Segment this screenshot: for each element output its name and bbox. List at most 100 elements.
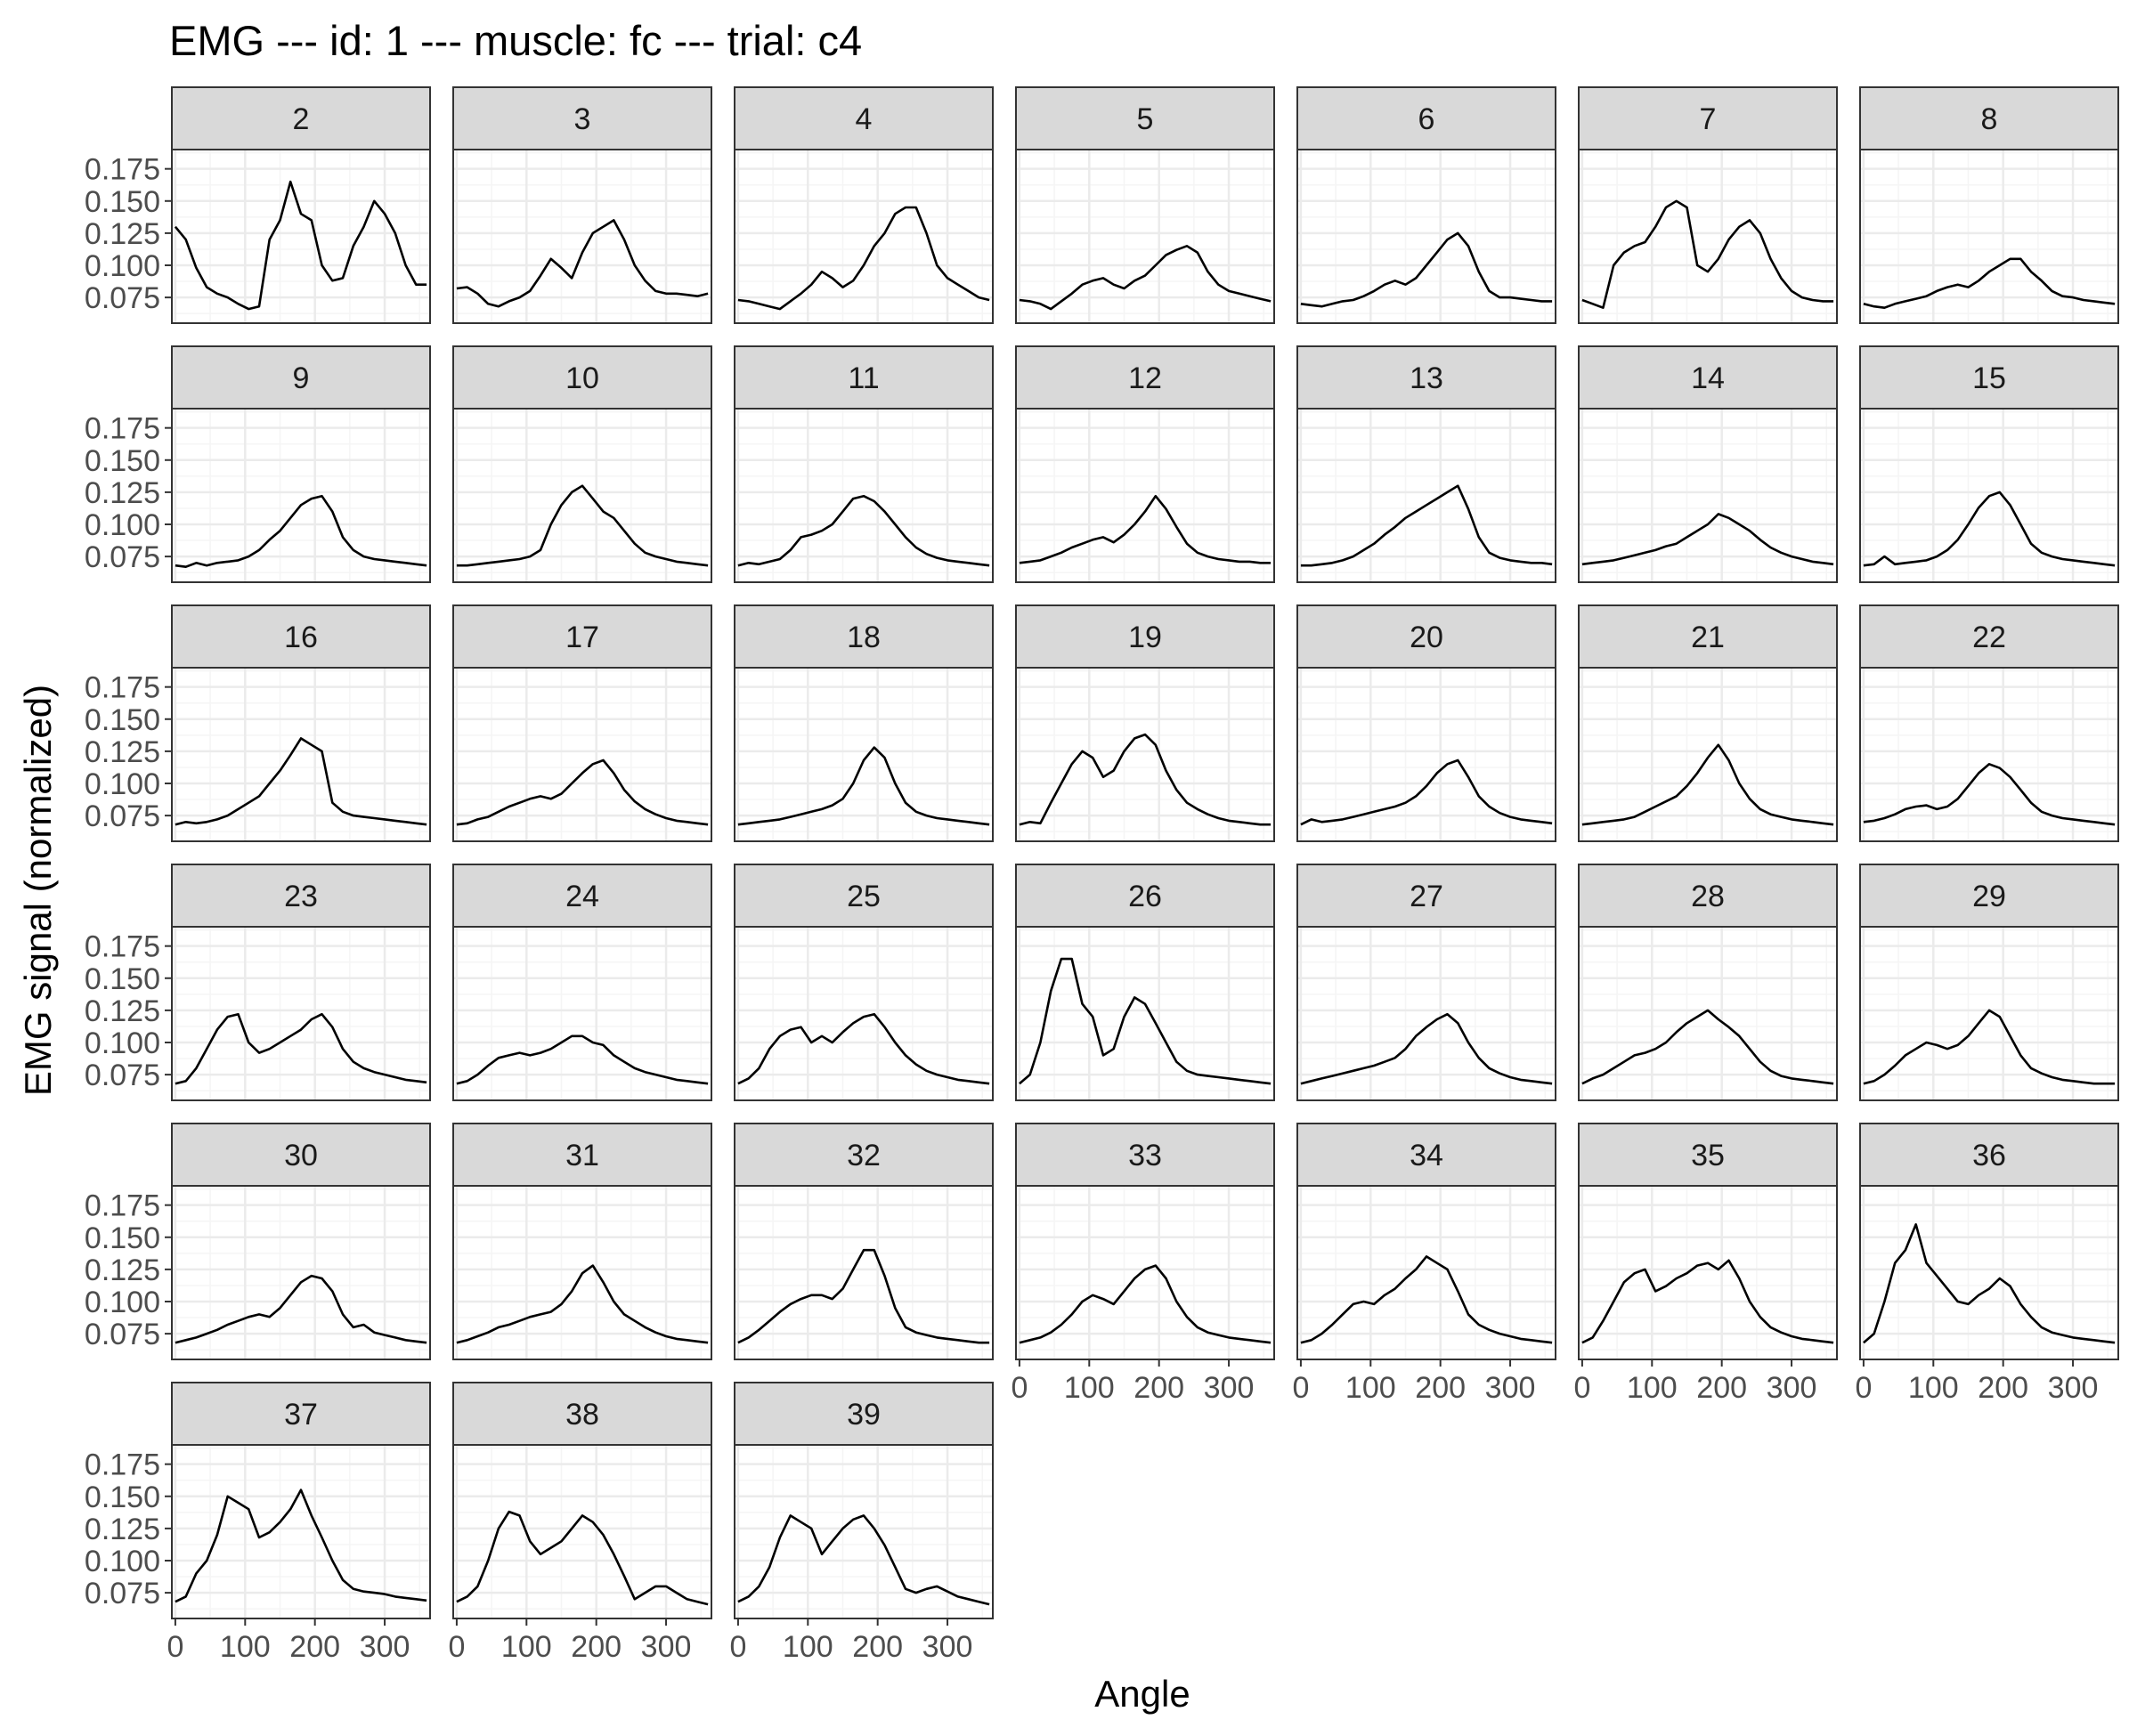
facet-strip — [1578, 864, 1838, 928]
facet-strip-label: 14 — [1691, 361, 1725, 395]
facet-panel-3: 3 — [452, 86, 712, 324]
facet-strip-label: 23 — [284, 880, 318, 913]
series-line-15 — [1863, 491, 2116, 567]
facet-strip — [452, 1382, 712, 1446]
x-tick-label: 300 — [1204, 1371, 1255, 1405]
facet-strip — [171, 345, 431, 410]
x-tick-label: 200 — [571, 1630, 622, 1664]
facet-strip — [1578, 604, 1838, 669]
facet-strip-label: 35 — [1691, 1139, 1725, 1172]
series-line-30 — [175, 1274, 427, 1344]
x-tick-label: 200 — [1696, 1371, 1747, 1405]
facet-strip — [1859, 1123, 2119, 1187]
facet-strip — [1015, 1123, 1275, 1187]
facet-panel-24: 24 — [452, 864, 712, 1101]
facet-strip — [734, 345, 994, 410]
facet-panel-13: 13 — [1296, 345, 1556, 583]
series-line-11 — [737, 494, 990, 567]
x-tick-label: 300 — [1767, 1371, 1817, 1405]
facet-panel-7: 7 — [1578, 86, 1838, 324]
y-tick-label: 0.100 — [85, 767, 160, 801]
series-line-32 — [737, 1248, 990, 1344]
series-line-23 — [175, 1012, 427, 1085]
y-tick-label: 0.100 — [85, 249, 160, 283]
facet-strip-label: 11 — [848, 361, 879, 395]
facet-panel-32: 32 — [734, 1123, 994, 1360]
y-tick-label: 0.175 — [85, 671, 160, 705]
x-axis-title: Angle — [1094, 1673, 1190, 1715]
facet-strip — [452, 1123, 712, 1187]
facet-strip — [452, 345, 712, 410]
facet-strip — [1296, 604, 1556, 669]
facet-strip-label: 9 — [293, 361, 310, 395]
x-tick-label: 0 — [448, 1630, 465, 1664]
facet-strip — [734, 1382, 994, 1446]
facet-strip-label: 33 — [1128, 1139, 1162, 1172]
facet-panel-31: 31 — [452, 1123, 712, 1360]
y-tick-label: 0.100 — [85, 1545, 160, 1578]
series-line-19 — [1019, 733, 1272, 826]
facet-strip-label: 30 — [284, 1139, 318, 1172]
facet-strip-label: 12 — [1128, 361, 1162, 395]
x-tick-label: 100 — [1064, 1371, 1115, 1405]
x-tick-label: 100 — [1627, 1371, 1678, 1405]
series-line-18 — [737, 746, 990, 826]
series-line-20 — [1300, 758, 1553, 826]
facet-strip-label: 18 — [847, 621, 881, 654]
x-tick-label: 200 — [289, 1630, 340, 1664]
facet-panel-11: 11 — [734, 345, 994, 583]
series-line-4 — [737, 206, 990, 311]
facet-strip-label: 31 — [565, 1139, 599, 1172]
facet-panel-29: 29 — [1859, 864, 2119, 1101]
y-tick-label: 0.125 — [85, 476, 160, 510]
facet-strip — [1578, 345, 1838, 410]
facet-panel-8: 8 — [1859, 86, 2119, 324]
facet-strip — [734, 604, 994, 669]
series-line-27 — [1300, 1012, 1553, 1085]
y-tick-label: 0.150 — [85, 1221, 160, 1255]
x-tick-label: 0 — [1573, 1371, 1590, 1405]
facet-panel-22: 22 — [1859, 604, 2119, 842]
x-tick-label: 0 — [1292, 1371, 1309, 1405]
facet-panel-20: 20 — [1296, 604, 1556, 842]
facet-strip-label: 24 — [565, 880, 599, 913]
series-line-36 — [1863, 1223, 2116, 1344]
facet-panel-14: 14 — [1578, 345, 1838, 583]
facet-strip-label: 37 — [284, 1398, 318, 1432]
facet-panel-27: 27 — [1296, 864, 1556, 1101]
series-line-39 — [737, 1514, 990, 1606]
facet-strip — [1296, 1123, 1556, 1187]
series-line-3 — [456, 219, 709, 308]
series-line-17 — [456, 758, 709, 826]
series-line-28 — [1581, 1009, 1834, 1085]
facet-strip-label: 7 — [1700, 102, 1717, 136]
x-tick-label: 100 — [783, 1630, 833, 1664]
series-line-22 — [1863, 762, 2116, 826]
facet-strip — [171, 864, 431, 928]
facet-strip — [1859, 604, 2119, 669]
facet-panel-4: 4 — [734, 86, 994, 324]
y-tick-label: 0.150 — [85, 962, 160, 996]
y-tick-label: 0.175 — [85, 412, 160, 446]
facet-strip-label: 5 — [1137, 102, 1154, 136]
series-line-10 — [456, 484, 709, 567]
facet-strip — [1859, 864, 2119, 928]
series-line-5 — [1019, 244, 1272, 311]
facet-strip-label: 26 — [1128, 880, 1162, 913]
facet-panel-10: 10 — [452, 345, 712, 583]
facet-strip-label: 20 — [1410, 621, 1443, 654]
facet-strip — [1296, 345, 1556, 410]
series-line-37 — [175, 1489, 427, 1603]
y-tick-label: 0.100 — [85, 1286, 160, 1319]
series-line-9 — [175, 494, 427, 569]
facet-strip-label: 10 — [565, 361, 599, 395]
facet-strip-label: 32 — [847, 1139, 881, 1172]
x-tick-label: 200 — [1978, 1371, 2028, 1405]
facet-panel-17: 17 — [452, 604, 712, 842]
x-tick-label: 100 — [1908, 1371, 1959, 1405]
